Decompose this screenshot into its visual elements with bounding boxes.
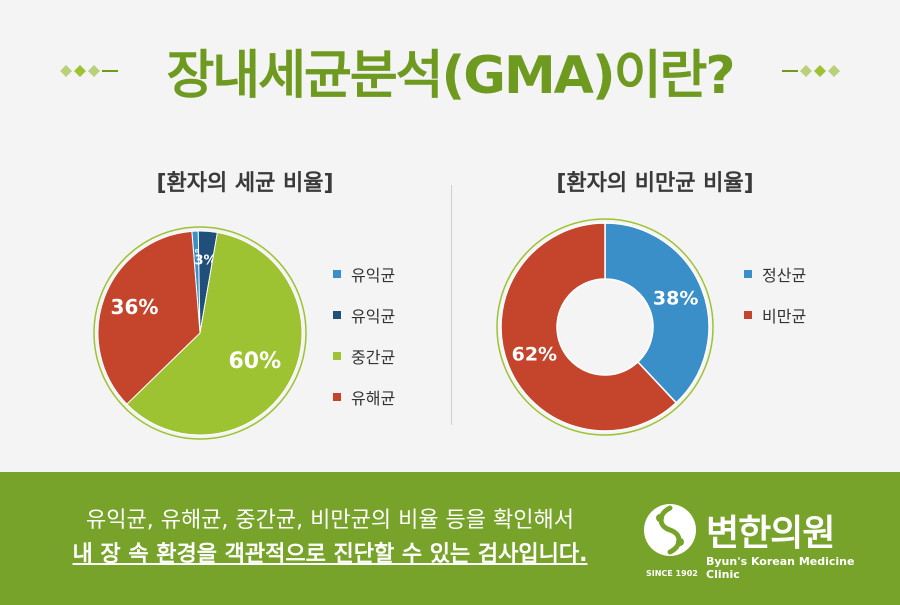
chart-title-obesity: [환자의 비만균 비율] [556,171,754,196]
legend-item: 유해균 [333,385,395,409]
banner-caption: 유익균, 유해균, 중간균, 비만균의 비율 등을 확인해서 내 장 속 환경을… [40,504,620,572]
pie-label-3: 36% [111,295,159,319]
diamond-ornament-right [782,65,840,77]
legend-swatch [333,311,341,319]
content-area: 장내세균분석(GMA)이란? [환자의 세균 비율] [환자의 비만균 비율] … [60,45,840,440]
logo-name: 변한의원 [706,513,835,554]
legend-swatch [333,270,341,278]
legend-label: 비만균 [762,307,807,326]
donut-outline [496,218,714,436]
donut-slice-0 [604,222,710,404]
pie-slice-3 [97,230,201,405]
donut-slice-1 [500,222,678,432]
divider [451,185,452,425]
legend-swatch [744,311,752,319]
legend-item: 비만균 [744,303,806,327]
legend-swatch [333,352,341,360]
pie-label-2: 60% [228,349,281,374]
legend-label: 유해균 [351,389,396,408]
chart-title-bacteria: [환자의 세균 비율] [156,171,334,196]
page-title: 장내세균분석(GMA)이란? [166,45,735,106]
legend-swatch [744,270,752,278]
clinic-logo: SINCE 1902 변한의원 Byun's Korean Medicine C… [640,500,880,581]
diamond-ornament-left [60,65,118,77]
pie-outline [93,226,307,440]
clinic-emblem-icon [644,504,696,556]
legend-label: 유익균 [351,266,396,285]
pie-slice-2 [126,231,303,436]
caption-line-2: 내 장 속 환경을 객관적으로 진단할 수 있는 검사입니다. [72,542,588,567]
legend-item: 정산균 [744,262,806,286]
legend-item: 유익균 [333,262,395,286]
pie-label-1: 3% [195,254,217,269]
logo-english-name: Byun's Korean Medicine Clinic [706,555,855,581]
legend-item: 유익균 [333,303,395,327]
caption-line-1: 유익균, 유해균, 중간균, 비만균의 비율 등을 확인해서 [86,508,574,533]
bottom-banner: 유익균, 유해균, 중간균, 비만균의 비율 등을 확인해서 내 장 속 환경을… [0,472,900,605]
logo-since: SINCE 1902 [646,569,698,578]
donut-label-0: 38% [653,288,698,310]
charts-canvas: 1%3% 60% 36% 38% 62% [93,218,714,440]
donut-label-1: 62% [512,343,557,365]
legend-label: 중간균 [351,348,396,367]
legend-label: 유익균 [351,307,396,326]
legend-item: 중간균 [333,344,395,368]
legend-swatch [333,393,341,401]
legend-label: 정산균 [762,266,807,285]
pie-label-0: 1% [188,248,205,259]
